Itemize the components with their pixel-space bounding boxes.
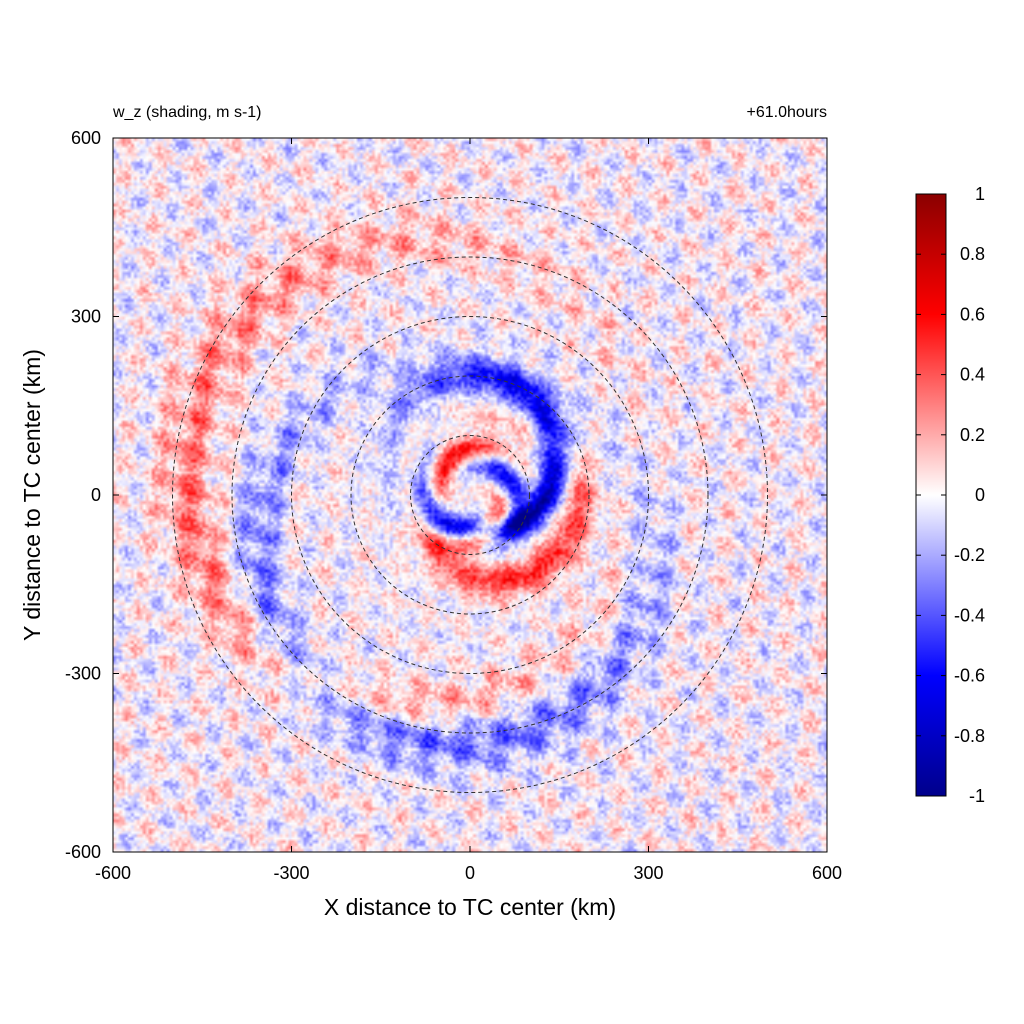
x-tick-label: -600: [95, 863, 131, 883]
y-tick-label: 0: [91, 485, 101, 505]
x-axis: -600 -300 0 300 600: [95, 138, 842, 883]
field-image: [113, 138, 827, 852]
y-axis: -600 -300 0 300 600: [65, 128, 827, 862]
y-tick-label: 600: [71, 128, 101, 148]
colorbar-ticks: 1 0.8 0.6 0.4 0.2 0 -0.2 -0.4 -0.6 -0.8 -1: [916, 184, 985, 806]
colorbar-tick-label: 0: [975, 485, 985, 505]
x-tick-label: -300: [273, 863, 309, 883]
chart-subtitle: +61.0hours: [746, 104, 827, 121]
y-tick-label: -600: [65, 842, 101, 862]
range-ring: [291, 316, 649, 674]
range-rings: [172, 197, 768, 793]
range-ring: [231, 256, 709, 734]
colorbar-tick-label: 0.2: [960, 425, 985, 445]
colorbar-tick-label: 0.4: [960, 365, 985, 385]
y-tick-label: 300: [71, 307, 101, 327]
chart-title: w_z (shading, m s-1): [112, 104, 262, 121]
colorbar-tick-label: -0.8: [954, 726, 985, 746]
heatmap-field: [113, 138, 827, 852]
colorbar: 1 0.8 0.6 0.4 0.2 0 -0.2 -0.4 -0.6 -0.8 -1: [915, 184, 985, 806]
y-tick-label: -300: [65, 664, 101, 684]
colorbar-tick-label: 1: [975, 184, 985, 204]
range-ring: [350, 375, 590, 615]
colorbar-tick-label: 0.8: [960, 244, 985, 264]
x-tick-label: 0: [465, 863, 475, 883]
y-axis-label: Y distance to TC center (km): [19, 349, 45, 641]
range-ring: [410, 435, 530, 555]
range-ring: [172, 197, 768, 793]
colorbar-tick-label: -0.2: [954, 545, 985, 565]
colorbar-tick-label: -1: [969, 786, 985, 806]
x-tick-label: 300: [633, 863, 663, 883]
x-tick-label: 600: [812, 863, 842, 883]
colorbar-tick-label: -0.6: [954, 666, 985, 686]
x-axis-label: X distance to TC center (km): [324, 894, 616, 920]
colorbar-tick-label: -0.4: [954, 605, 985, 625]
colorbar-tick-label: 0.6: [960, 304, 985, 324]
